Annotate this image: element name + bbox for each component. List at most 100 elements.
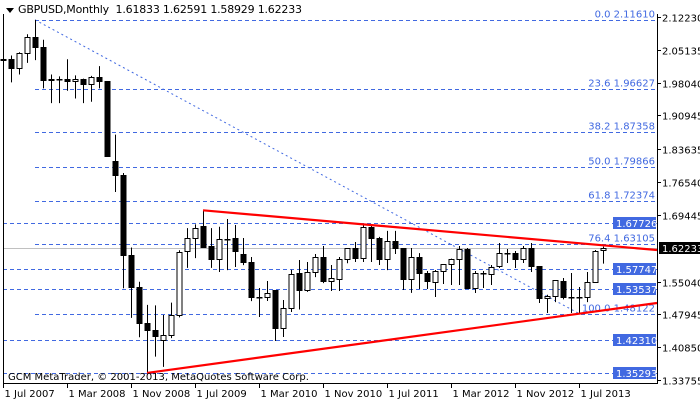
candle-body-bull — [504, 253, 511, 255]
candle — [392, 230, 399, 254]
candle-body-bull — [488, 267, 495, 275]
candle-body-bear — [464, 249, 471, 289]
candle-body-bull — [384, 241, 391, 260]
candle — [88, 75, 95, 102]
candle-body-bear — [240, 254, 247, 263]
x-axis-ticks: 1 Jul 2007 1 Mar 2008 1 Nov 2008 1 Jul 2009… — [3, 383, 631, 400]
candle — [176, 250, 183, 318]
candle-body-bear — [32, 37, 39, 48]
price-tag-bg — [613, 217, 656, 229]
x-tick-label: 1 Jul 2007 — [5, 389, 55, 400]
candle-body-bull — [312, 257, 319, 273]
fibonacci-retracement[interactable]: 0.0 2.11610 23.6 1.96627 38.2 1.87358 50.0 … — [34, 10, 657, 315]
price-tag-label: 1.67726 — [616, 219, 657, 230]
x-tick-label: 1 Mar 2008 — [69, 389, 126, 400]
candle-body-bull — [584, 282, 591, 298]
candle — [520, 245, 527, 264]
candle — [320, 245, 327, 284]
candle-body-bull — [256, 297, 263, 299]
candle-body-bull — [544, 296, 551, 299]
y-tick-label: 1.55040 — [662, 279, 700, 290]
candle-body-bear — [272, 290, 279, 329]
candle — [432, 269, 439, 298]
candle — [304, 261, 311, 292]
candle — [496, 242, 503, 269]
candle — [368, 224, 375, 262]
candles — [0, 19, 607, 373]
candle-body-bull — [192, 228, 199, 239]
candle — [80, 78, 87, 104]
candle-body-bull — [264, 293, 271, 298]
candle — [96, 66, 103, 89]
axes — [3, 14, 658, 384]
current-price-tag-label: 1.62233 — [662, 244, 700, 255]
candle — [344, 247, 351, 264]
candle — [208, 228, 215, 268]
candle-body-bear — [400, 248, 407, 280]
candle — [424, 271, 431, 290]
candle-body-bear — [144, 323, 151, 331]
x-tick-label: 1 Nov 2010 — [325, 389, 383, 400]
y-tick-label: 2.05135 — [662, 47, 700, 58]
candle — [448, 258, 455, 285]
candle-body-bull — [568, 297, 575, 299]
candle — [456, 245, 463, 285]
candle-body-bull — [552, 280, 559, 297]
candle — [408, 247, 415, 293]
fib-level-label: 61.8 1.72374 — [588, 191, 655, 202]
candle — [32, 19, 39, 61]
candle — [56, 76, 63, 104]
candle — [488, 264, 495, 285]
candle — [536, 266, 543, 304]
candle — [504, 248, 511, 264]
triangle-down-icon[interactable] — [6, 7, 14, 13]
price-tag-bg — [613, 263, 656, 275]
candle — [216, 226, 223, 273]
candle — [16, 52, 23, 75]
candle-body-bear — [152, 330, 159, 337]
candle-body-bull — [280, 308, 287, 329]
candle-body-bear — [232, 238, 239, 252]
candle-body-bull — [336, 259, 343, 280]
candle-body-bull — [328, 278, 335, 282]
price-tag-label: 1.53537 — [616, 285, 657, 296]
candle-body-bull — [408, 257, 415, 280]
trendlines[interactable] — [146, 209, 658, 375]
chart-header: GBPUSD,Monthly 1.61833 1.62591 1.58929 1… — [6, 3, 302, 16]
candle-body-bear — [376, 238, 383, 260]
x-tick-label: 1 Jul 2013 — [581, 389, 631, 400]
x-tick-label: 1 Jul 2011 — [389, 389, 439, 400]
candle — [200, 210, 207, 248]
candle-body-bear — [8, 59, 15, 69]
y-axis-ticks: 2.12230 2.05135 1.98040 1.90945 1.83635 1.765… — [657, 14, 700, 388]
candle-body-bull — [576, 297, 583, 299]
fib-level-label: 0.0 2.11610 — [595, 10, 655, 21]
candle-body-bear — [80, 79, 87, 85]
candle-body-bull — [160, 335, 167, 341]
candle-body-bear — [560, 281, 567, 298]
candle — [576, 287, 583, 314]
candle — [568, 273, 575, 314]
candle — [384, 230, 391, 271]
price-tag-bg — [613, 367, 656, 379]
watermark: GCM MetaTrader, © 2001-2013, MetaQuotes … — [8, 372, 309, 383]
candle — [272, 290, 279, 342]
trendline — [146, 301, 658, 375]
candle-body-bear — [528, 248, 535, 267]
candle-body-bear — [104, 81, 111, 157]
candle — [48, 74, 55, 104]
candle — [480, 271, 487, 288]
candle-body-bull — [360, 227, 367, 259]
candle-body-bear — [480, 273, 487, 275]
candle — [232, 224, 239, 267]
y-tick-label: 1.47945 — [662, 311, 700, 322]
x-tick-label: 1 Mar 2012 — [453, 389, 510, 400]
horizontal-levels — [3, 223, 657, 374]
candle — [592, 250, 599, 283]
candle-body-bull — [16, 53, 23, 69]
candle-body-bull — [216, 239, 223, 260]
candle-body-bull — [592, 251, 599, 283]
fib-level-label: 23.6 1.96627 — [588, 79, 655, 90]
candle-body-bull — [440, 264, 447, 272]
